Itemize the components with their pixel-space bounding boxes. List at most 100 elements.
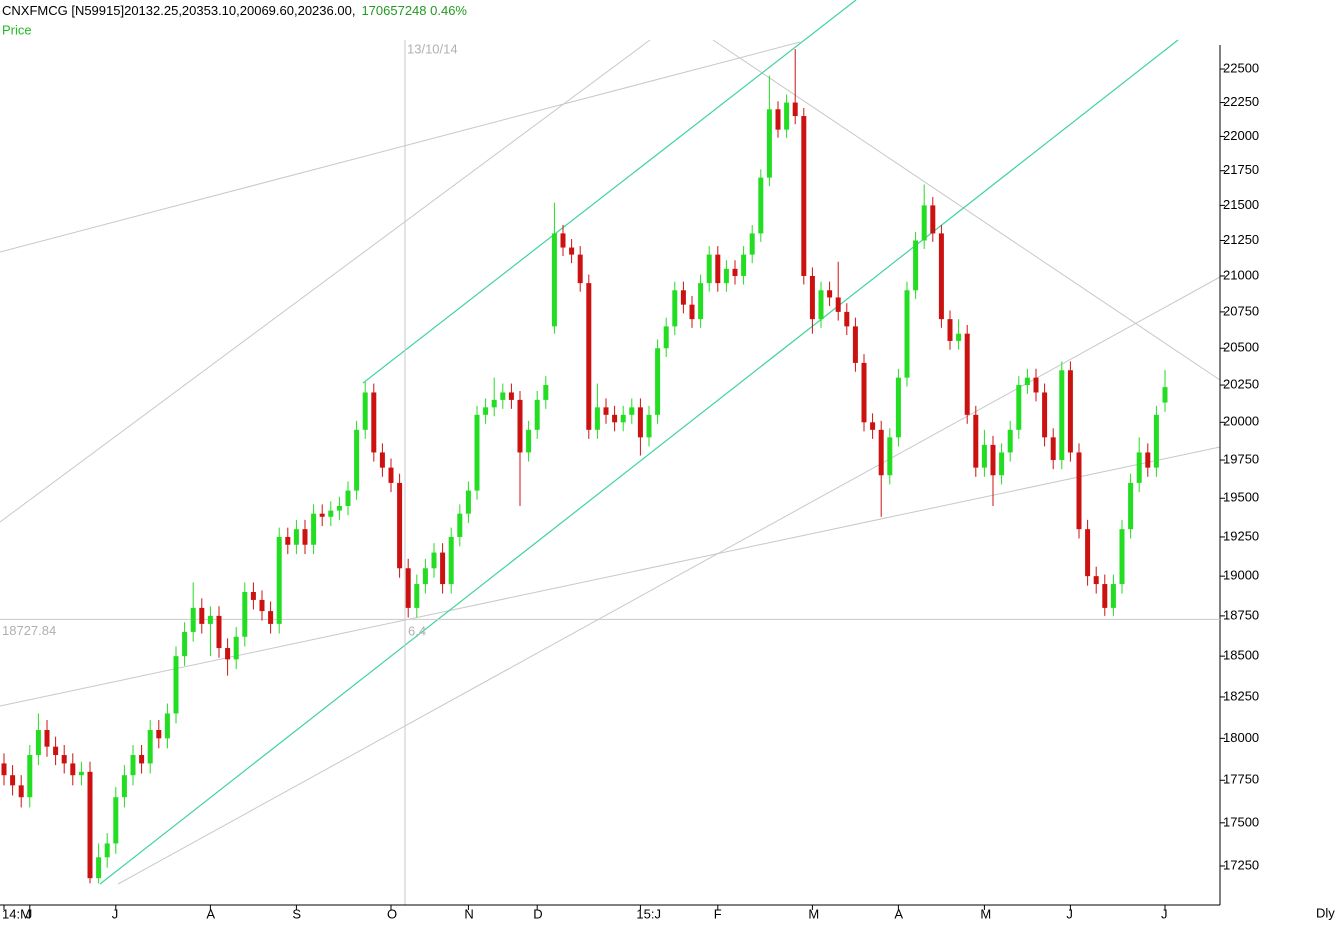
candle-body [104, 843, 110, 858]
candle-body [956, 333, 962, 341]
candle-body [577, 254, 583, 284]
candle-body [465, 490, 471, 514]
candle-body [1016, 385, 1022, 430]
candle-body [96, 857, 102, 879]
y-tick-label: 17250 [1223, 857, 1259, 872]
candle-body [379, 452, 385, 468]
candle-body [878, 429, 884, 476]
candle-body [938, 233, 944, 320]
candle-body [354, 429, 360, 491]
candle-body [70, 763, 76, 776]
candle-body [749, 233, 755, 255]
candle-body [27, 755, 33, 798]
candle-body [147, 730, 153, 764]
candle-body [930, 205, 936, 234]
trend-line [712, 39, 1221, 381]
candle-body [388, 467, 394, 483]
y-tick-label: 20750 [1223, 303, 1259, 318]
candle-body [371, 392, 377, 453]
candle-body [87, 771, 93, 879]
candle-body [1110, 584, 1116, 608]
candle-body [474, 414, 480, 491]
candle-body [182, 631, 188, 657]
candle-body [526, 429, 532, 453]
trend-line [0, 39, 651, 523]
candle-body [594, 407, 600, 430]
candle-body [397, 482, 403, 569]
candle-body [637, 407, 643, 438]
candle-body [1102, 584, 1108, 608]
y-tick-label: 21250 [1223, 232, 1259, 247]
candle-body [1136, 452, 1142, 483]
y-tick-label: 19000 [1223, 568, 1259, 583]
cursor-ratio: 6,4 [408, 623, 426, 638]
x-tick-label: M [980, 906, 991, 921]
candle-body [113, 797, 119, 844]
candle-body [1067, 370, 1073, 453]
candle-body [311, 513, 317, 545]
x-tick-label: D [533, 906, 542, 921]
candle-body [990, 444, 996, 476]
y-tick-label: 19500 [1223, 490, 1259, 505]
candle-body [551, 233, 557, 327]
candle-body [1153, 414, 1159, 468]
candle-body [1, 763, 7, 776]
candle-body [560, 233, 566, 248]
candle-body [336, 505, 342, 511]
period-label: Dly [1316, 905, 1335, 920]
candle-body [835, 297, 841, 312]
candle-body [964, 333, 970, 415]
y-tick-label: 19250 [1223, 528, 1259, 543]
candle-body [1042, 392, 1048, 438]
x-tick-label: 15:J [636, 906, 661, 921]
candle-body [268, 611, 274, 624]
candle-body [1128, 482, 1134, 530]
x-tick-label: J [112, 906, 119, 921]
candle-body [792, 102, 798, 117]
candle-body [302, 529, 308, 545]
channel-line [99, 39, 1179, 885]
candle-body [775, 109, 781, 130]
x-tick-label: N [464, 906, 473, 921]
candle-body [405, 568, 411, 608]
candle-body [973, 414, 979, 468]
candle-body [801, 116, 807, 276]
candle-body [715, 254, 721, 284]
y-tick-label: 21000 [1223, 267, 1259, 282]
candle-body [199, 607, 205, 624]
y-tick-label: 19750 [1223, 451, 1259, 466]
candle-body [680, 290, 686, 305]
candle-body [861, 362, 867, 423]
candle-body [508, 392, 514, 400]
candle-body [483, 407, 489, 415]
y-tick-label: 20500 [1223, 340, 1259, 355]
candle-body [913, 240, 919, 291]
candle-body [362, 392, 368, 430]
candle-body [216, 615, 222, 649]
candle-body [732, 268, 738, 276]
candle-body [543, 385, 549, 400]
candle-body [121, 775, 127, 798]
candle-body [207, 615, 213, 624]
candle-body [569, 247, 575, 255]
candle-body [35, 730, 41, 756]
candle-body [818, 290, 824, 320]
candle-body [293, 529, 299, 545]
y-tick-label: 18000 [1223, 730, 1259, 745]
candle-body [758, 177, 764, 234]
candle-body [904, 290, 910, 378]
candle-body [414, 584, 420, 608]
candle-body [947, 319, 953, 341]
candle-body [698, 283, 704, 320]
candle-body [1024, 377, 1030, 386]
candle-body [61, 755, 67, 764]
y-tick-label: 18250 [1223, 688, 1259, 703]
candle-body [10, 775, 16, 786]
candle-body [1033, 377, 1039, 393]
candle-body [259, 599, 265, 612]
candle-body [500, 392, 506, 400]
trend-line [0, 446, 1221, 707]
candle-body [139, 755, 145, 764]
candle-body [431, 552, 437, 569]
